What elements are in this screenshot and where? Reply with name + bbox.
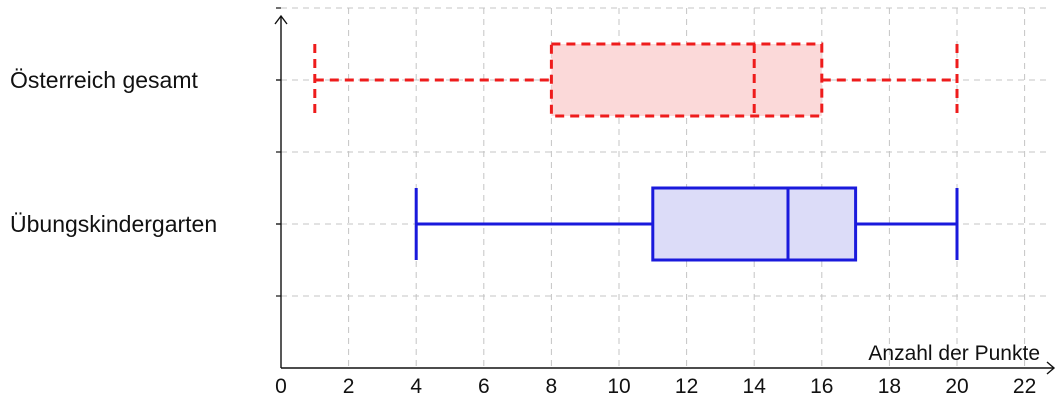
x-tick-label: 2 — [343, 375, 355, 398]
box-plots — [313, 42, 959, 262]
x-tick-label: 12 — [675, 375, 698, 398]
x-tick-label: 14 — [743, 375, 767, 398]
x-axis-arrow-icon — [1046, 361, 1056, 375]
x-tick-label: 18 — [878, 375, 901, 398]
category-label: Österreich gesamt — [10, 67, 199, 93]
x-tick-label: 10 — [607, 375, 630, 398]
category-label: Übungskindergarten — [10, 211, 217, 237]
x-tick-label: 16 — [810, 375, 833, 398]
labels: 0 2 4 6 8 10 12 14 16 18 20 22 Anzahl der Punkte Öste… — [10, 67, 1040, 398]
boxplot-uebungskindergarten — [414, 186, 959, 262]
x-axis-title: Anzahl der Punkte — [868, 342, 1040, 365]
iqr-box — [651, 186, 858, 262]
x-tick-label: 22 — [1013, 375, 1036, 398]
x-tick-label: 8 — [546, 375, 558, 398]
x-tick-label: 4 — [410, 375, 422, 398]
x-tick-label: 6 — [478, 375, 490, 398]
x-tick-label: 20 — [945, 375, 968, 398]
axes — [274, 7, 1056, 375]
x-tick-label: 0 — [275, 375, 287, 398]
y-axis-arrow-icon — [274, 14, 288, 25]
iqr-box — [549, 42, 824, 118]
boxplot-oesterreich — [313, 42, 959, 118]
